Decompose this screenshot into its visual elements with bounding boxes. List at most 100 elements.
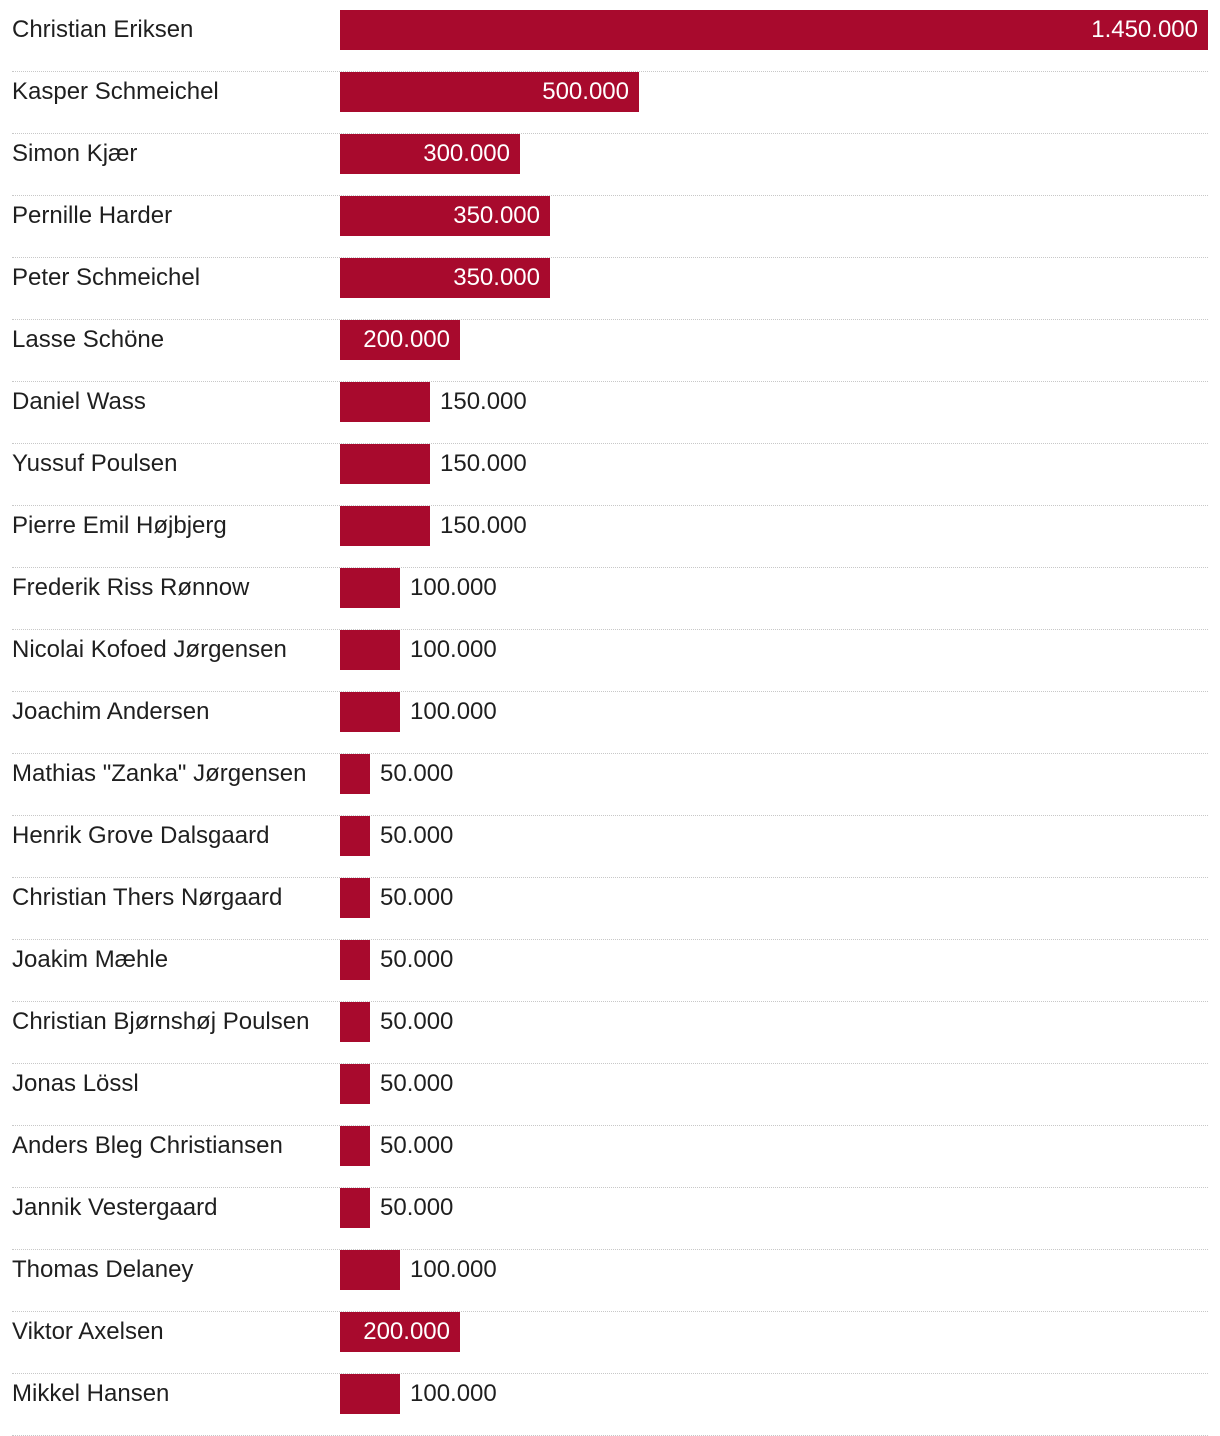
category-label: Frederik Riss Rønnow — [12, 574, 250, 601]
value-label: 100.000 — [410, 574, 497, 601]
value-label: 350.000 — [453, 264, 540, 291]
row-divider — [12, 133, 1208, 134]
value-label: 1.450.000 — [1091, 16, 1198, 43]
bar-row: Jonas Lössl 50.000 — [12, 1064, 1208, 1126]
category-label: Christian Thers Nørgaard — [12, 884, 283, 911]
bar — [340, 382, 430, 422]
bar — [340, 692, 400, 732]
bar-row: Joachim Andersen 100.000 — [12, 692, 1208, 754]
bar — [340, 568, 400, 608]
value-label: 150.000 — [440, 388, 527, 415]
category-label: Henrik Grove Dalsgaard — [12, 822, 270, 849]
row-divider — [12, 1001, 1208, 1002]
bar-row: Pierre Emil Højbjerg 150.000 — [12, 506, 1208, 568]
category-label: Daniel Wass — [12, 388, 146, 415]
row-divider — [12, 753, 1208, 754]
bar — [340, 1374, 400, 1414]
bar — [340, 878, 370, 918]
bar — [340, 1250, 400, 1290]
category-label: Peter Schmeichel — [12, 264, 201, 291]
value-label: 50.000 — [380, 1194, 454, 1221]
category-label: Pernille Harder — [12, 202, 173, 229]
value-label: 50.000 — [380, 1070, 454, 1097]
row-divider — [12, 691, 1208, 692]
row-divider — [12, 195, 1208, 196]
bar — [340, 196, 550, 236]
bar-row: Henrik Grove Dalsgaard 50.000 — [12, 816, 1208, 878]
category-label: Pierre Emil Højbjerg — [12, 512, 227, 539]
bar-row: Jannik Vestergaard 50.000 — [12, 1188, 1208, 1250]
bar — [340, 10, 1208, 50]
row-divider — [12, 1063, 1208, 1064]
value-label: 100.000 — [410, 698, 497, 725]
bar — [340, 320, 460, 360]
bar-row: Christian Bjørnshøj Poulsen 50.000 — [12, 1002, 1208, 1064]
bar — [340, 258, 550, 298]
bar — [340, 506, 430, 546]
bar-row: Christian Eriksen 1.450.000 — [12, 10, 1208, 72]
bar-row: Peter Schmeichel 350.000 — [12, 258, 1208, 320]
category-label: Christian Eriksen — [12, 16, 194, 43]
bar-row: Anders Bleg Christiansen 50.000 — [12, 1126, 1208, 1188]
value-label: 100.000 — [410, 1256, 497, 1283]
bar-row: Joakim Mæhle 50.000 — [12, 940, 1208, 1002]
row-divider — [12, 319, 1208, 320]
row-divider — [12, 939, 1208, 940]
category-label: Kasper Schmeichel — [12, 78, 219, 105]
value-label: 500.000 — [542, 78, 629, 105]
bar-row: Mikkel Hansen 100.000 — [12, 1374, 1208, 1436]
bar-row: Daniel Wass 150.000 — [12, 382, 1208, 444]
bar — [340, 134, 520, 174]
category-label: Mikkel Hansen — [12, 1380, 170, 1407]
bar — [340, 940, 370, 980]
bar-row: Lasse Schöne 200.000 — [12, 320, 1208, 382]
value-label: 50.000 — [380, 760, 454, 787]
row-divider — [12, 71, 1208, 72]
value-label: 50.000 — [380, 1132, 454, 1159]
value-label: 50.000 — [380, 1008, 454, 1035]
category-label: Viktor Axelsen — [12, 1318, 164, 1345]
bar — [340, 72, 639, 112]
bar — [340, 1188, 370, 1228]
bar-row: Yussuf Poulsen 150.000 — [12, 444, 1208, 506]
bar-row: Kasper Schmeichel 500.000 — [12, 72, 1208, 134]
value-label: 200.000 — [363, 1318, 450, 1345]
row-divider — [12, 567, 1208, 568]
category-label: Lasse Schöne — [12, 326, 165, 353]
bar-row: Frederik Riss Rønnow 100.000 — [12, 568, 1208, 630]
row-divider — [12, 629, 1208, 630]
value-label: 150.000 — [440, 450, 527, 477]
bar — [340, 754, 370, 794]
category-label: Thomas Delaney — [12, 1256, 194, 1283]
bar — [340, 1002, 370, 1042]
bar-row: Viktor Axelsen 200.000 — [12, 1312, 1208, 1374]
row-divider — [12, 505, 1208, 506]
row-divider — [12, 443, 1208, 444]
value-label: 100.000 — [410, 636, 497, 663]
value-label: 100.000 — [410, 1380, 497, 1407]
bar — [340, 816, 370, 856]
row-divider — [12, 815, 1208, 816]
value-label: 200.000 — [363, 326, 450, 353]
bar-row: Pernille Harder 350.000 — [12, 196, 1208, 258]
bar — [340, 444, 430, 484]
value-label: 150.000 — [440, 512, 527, 539]
bar-row: Thomas Delaney 100.000 — [12, 1250, 1208, 1312]
row-divider — [12, 381, 1208, 382]
row-divider — [12, 1125, 1208, 1126]
row-divider — [12, 1311, 1208, 1312]
row-divider — [12, 257, 1208, 258]
bar-row: Christian Thers Nørgaard 50.000 — [12, 878, 1208, 940]
category-label: Christian Bjørnshøj Poulsen — [12, 1008, 310, 1035]
bar — [340, 630, 400, 670]
row-divider — [12, 1373, 1208, 1374]
row-divider — [12, 877, 1208, 878]
category-label: Jonas Lössl — [12, 1070, 139, 1097]
value-label: 350.000 — [453, 202, 540, 229]
category-label: Anders Bleg Christiansen — [12, 1132, 283, 1159]
category-label: Joakim Mæhle — [12, 946, 169, 973]
bar — [340, 1064, 370, 1104]
category-label: Yussuf Poulsen — [12, 450, 178, 477]
category-label: Mathias "Zanka" Jørgensen — [12, 760, 307, 787]
